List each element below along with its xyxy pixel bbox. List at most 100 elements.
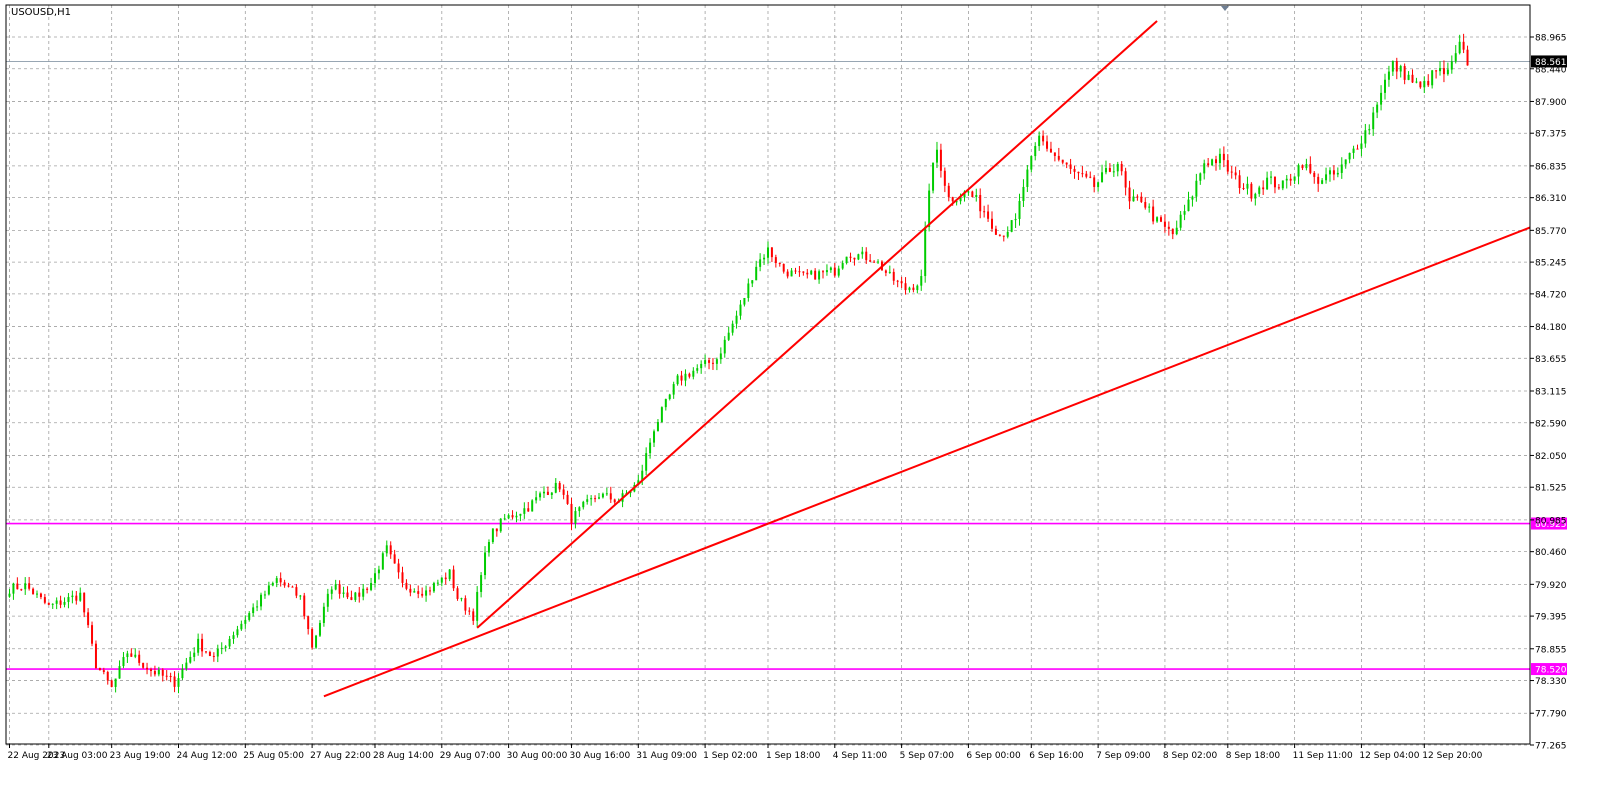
candle bbox=[1325, 167, 1328, 184]
candle bbox=[118, 660, 121, 679]
candle bbox=[759, 253, 762, 272]
trendline[interactable] bbox=[476, 20, 1158, 629]
candle bbox=[1281, 180, 1284, 191]
candle bbox=[696, 364, 699, 374]
candle-body bbox=[869, 260, 872, 262]
candle bbox=[684, 369, 687, 387]
candle-body bbox=[888, 271, 891, 273]
candle-body bbox=[436, 582, 439, 584]
candle bbox=[499, 518, 502, 533]
candle-body bbox=[1372, 112, 1375, 130]
candle bbox=[896, 279, 899, 288]
candle-body bbox=[1466, 49, 1469, 66]
y-tick-label: 87.900 bbox=[1535, 98, 1567, 108]
candle bbox=[1230, 165, 1233, 179]
candle bbox=[87, 608, 90, 628]
candle bbox=[432, 581, 435, 593]
candle-body bbox=[861, 251, 864, 255]
candle-body bbox=[833, 267, 836, 276]
candle-body bbox=[173, 676, 176, 687]
price-axis[interactable]: 88.965 88.440 87.900 87.375 86.835 86.310 85.7… bbox=[1530, 34, 1567, 752]
candle bbox=[94, 640, 97, 669]
candle-body bbox=[920, 276, 923, 286]
candle bbox=[252, 603, 255, 617]
candle-body bbox=[295, 587, 298, 596]
candle bbox=[515, 511, 518, 523]
candle bbox=[810, 269, 813, 276]
candle bbox=[680, 370, 683, 386]
candle-body bbox=[432, 583, 435, 592]
candle bbox=[43, 593, 46, 605]
candle bbox=[381, 551, 384, 570]
candle-body bbox=[641, 470, 644, 481]
candle-body bbox=[535, 497, 538, 501]
candle-body bbox=[924, 227, 927, 277]
candle-body bbox=[43, 597, 46, 603]
candle bbox=[326, 588, 329, 612]
candle bbox=[735, 310, 738, 329]
trendlines bbox=[323, 20, 1609, 698]
candle bbox=[531, 499, 534, 512]
candle-body bbox=[315, 635, 318, 648]
candle bbox=[393, 549, 396, 564]
candle-body bbox=[763, 257, 766, 260]
candle bbox=[1301, 164, 1304, 171]
candle bbox=[1144, 197, 1147, 210]
shift-marker-icon[interactable] bbox=[1221, 6, 1229, 11]
candle-body bbox=[91, 625, 94, 644]
candle bbox=[1061, 159, 1064, 165]
y-tick-label: 78.855 bbox=[1535, 645, 1567, 655]
candle-body bbox=[523, 508, 526, 514]
candle-body bbox=[16, 583, 19, 590]
candle bbox=[590, 495, 593, 506]
candle bbox=[802, 271, 805, 276]
candle-body bbox=[1101, 172, 1104, 183]
candle bbox=[1124, 167, 1127, 196]
candle-body bbox=[63, 601, 66, 605]
y-tick-label: 79.395 bbox=[1535, 613, 1567, 623]
candle-body bbox=[106, 672, 109, 681]
candle-body bbox=[853, 257, 856, 260]
candle-body bbox=[212, 655, 215, 657]
candle bbox=[161, 668, 164, 682]
candle bbox=[747, 278, 750, 302]
candle-body bbox=[507, 515, 510, 519]
candle-body bbox=[244, 619, 247, 624]
candle bbox=[566, 490, 569, 505]
candle-body bbox=[1136, 196, 1139, 198]
candle bbox=[1116, 161, 1119, 177]
candle-body bbox=[1093, 177, 1096, 187]
level-price-label: 78.520 bbox=[1535, 666, 1567, 676]
candle-body bbox=[413, 591, 416, 593]
candle-body bbox=[1446, 69, 1449, 75]
candle-body bbox=[1167, 226, 1170, 229]
candle bbox=[841, 260, 844, 270]
candle bbox=[888, 265, 891, 274]
candle bbox=[1183, 204, 1186, 221]
candle-body bbox=[857, 254, 860, 260]
candle bbox=[185, 657, 188, 671]
candle-body bbox=[790, 270, 793, 277]
candle-body bbox=[837, 268, 840, 276]
candle-body bbox=[892, 271, 895, 281]
y-tick-label: 84.180 bbox=[1535, 323, 1567, 333]
candle bbox=[448, 569, 451, 582]
candle-body bbox=[130, 653, 133, 657]
candle-body bbox=[1458, 41, 1461, 54]
candle bbox=[1344, 159, 1347, 169]
candle-body bbox=[786, 271, 789, 277]
candle-body bbox=[79, 592, 82, 601]
candle-body bbox=[1215, 159, 1218, 164]
candle-body bbox=[704, 360, 707, 364]
candle bbox=[668, 393, 671, 401]
candle-body bbox=[1380, 92, 1383, 105]
candle-body bbox=[370, 582, 373, 590]
candle-body bbox=[1140, 196, 1143, 202]
candle-body bbox=[873, 261, 876, 263]
candle bbox=[877, 259, 880, 264]
trendline[interactable] bbox=[323, 192, 1609, 698]
candle-body bbox=[263, 594, 266, 596]
